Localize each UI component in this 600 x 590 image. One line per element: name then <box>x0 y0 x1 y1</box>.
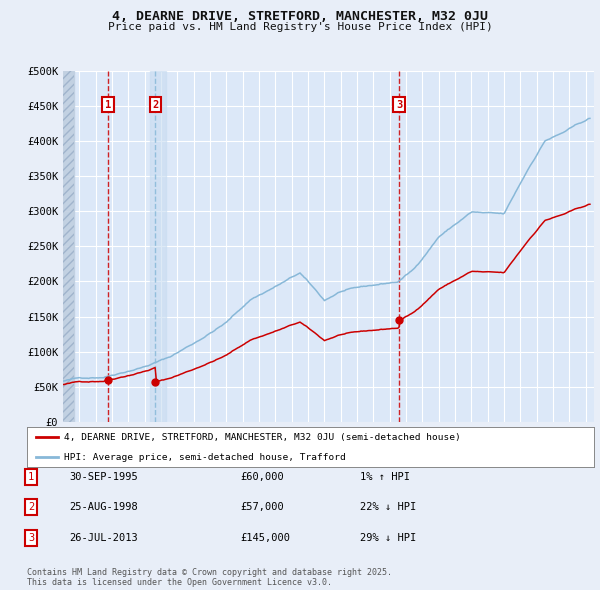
Text: Price paid vs. HM Land Registry's House Price Index (HPI): Price paid vs. HM Land Registry's House … <box>107 22 493 32</box>
Text: HPI: Average price, semi-detached house, Trafford: HPI: Average price, semi-detached house,… <box>64 453 346 462</box>
Text: 30-SEP-1995: 30-SEP-1995 <box>69 472 138 481</box>
Text: £57,000: £57,000 <box>240 503 284 512</box>
Text: 22% ↓ HPI: 22% ↓ HPI <box>360 503 416 512</box>
Text: 1: 1 <box>28 472 34 481</box>
Text: 3: 3 <box>28 533 34 543</box>
Text: £60,000: £60,000 <box>240 472 284 481</box>
Text: 29% ↓ HPI: 29% ↓ HPI <box>360 533 416 543</box>
Text: 1% ↑ HPI: 1% ↑ HPI <box>360 472 410 481</box>
Text: 4, DEARNE DRIVE, STRETFORD, MANCHESTER, M32 0JU (semi-detached house): 4, DEARNE DRIVE, STRETFORD, MANCHESTER, … <box>64 432 461 442</box>
Text: 2: 2 <box>28 503 34 512</box>
Text: Contains HM Land Registry data © Crown copyright and database right 2025.
This d: Contains HM Land Registry data © Crown c… <box>27 568 392 587</box>
Text: 26-JUL-2013: 26-JUL-2013 <box>69 533 138 543</box>
Text: 25-AUG-1998: 25-AUG-1998 <box>69 503 138 512</box>
Bar <box>63 71 74 422</box>
Text: 3: 3 <box>396 100 402 110</box>
Bar <box>149 71 166 422</box>
Text: 4, DEARNE DRIVE, STRETFORD, MANCHESTER, M32 0JU: 4, DEARNE DRIVE, STRETFORD, MANCHESTER, … <box>112 10 488 23</box>
Text: £145,000: £145,000 <box>240 533 290 543</box>
Bar <box>63 71 74 422</box>
Text: 1: 1 <box>105 100 111 110</box>
Text: 2: 2 <box>152 100 158 110</box>
